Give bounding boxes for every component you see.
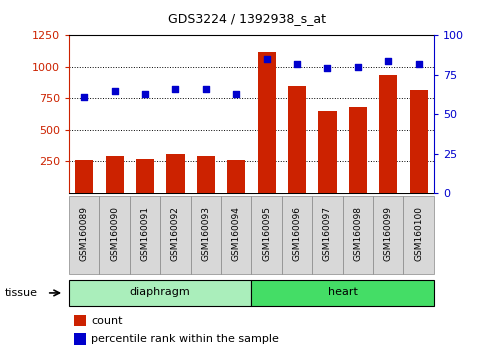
Bar bbox=[349, 107, 367, 193]
Bar bbox=[136, 159, 154, 193]
Bar bbox=[166, 154, 184, 193]
Point bbox=[415, 61, 423, 67]
Bar bbox=[69, 196, 100, 274]
Bar bbox=[251, 280, 434, 307]
Bar bbox=[191, 196, 221, 274]
Bar bbox=[227, 160, 246, 193]
Text: GDS3224 / 1392938_s_at: GDS3224 / 1392938_s_at bbox=[168, 12, 325, 25]
Text: GSM160097: GSM160097 bbox=[323, 206, 332, 261]
Bar bbox=[75, 160, 93, 193]
Text: GSM160092: GSM160092 bbox=[171, 206, 180, 261]
Text: diaphragm: diaphragm bbox=[130, 287, 191, 297]
Point bbox=[354, 64, 362, 70]
Bar bbox=[130, 196, 160, 274]
Text: GSM160093: GSM160093 bbox=[201, 206, 211, 261]
Point bbox=[293, 61, 301, 67]
Bar bbox=[106, 156, 124, 193]
Bar bbox=[160, 196, 191, 274]
Bar bbox=[379, 75, 397, 193]
Bar bbox=[318, 111, 337, 193]
Point bbox=[232, 91, 240, 97]
Text: GSM160091: GSM160091 bbox=[141, 206, 149, 261]
Point bbox=[202, 86, 210, 92]
Bar bbox=[312, 196, 343, 274]
Point bbox=[141, 91, 149, 97]
Text: GSM160094: GSM160094 bbox=[232, 206, 241, 261]
Text: GSM160095: GSM160095 bbox=[262, 206, 271, 261]
Bar bbox=[197, 156, 215, 193]
Bar bbox=[373, 196, 403, 274]
Bar bbox=[69, 280, 251, 307]
Bar bbox=[221, 196, 251, 274]
Point bbox=[172, 86, 179, 92]
Text: GSM160089: GSM160089 bbox=[80, 206, 89, 261]
Text: GSM160098: GSM160098 bbox=[353, 206, 362, 261]
Text: GSM160096: GSM160096 bbox=[292, 206, 302, 261]
Text: GSM160090: GSM160090 bbox=[110, 206, 119, 261]
Point bbox=[384, 58, 392, 63]
Bar bbox=[74, 315, 86, 326]
Text: tissue: tissue bbox=[5, 288, 38, 298]
Bar bbox=[403, 196, 434, 274]
Point bbox=[263, 56, 271, 62]
Bar bbox=[100, 196, 130, 274]
Bar bbox=[410, 90, 428, 193]
Bar bbox=[282, 196, 312, 274]
Bar bbox=[257, 52, 276, 193]
Text: GSM160099: GSM160099 bbox=[384, 206, 393, 261]
Text: count: count bbox=[91, 316, 123, 326]
Point bbox=[323, 65, 331, 71]
Text: percentile rank within the sample: percentile rank within the sample bbox=[91, 334, 279, 344]
Text: heart: heart bbox=[328, 287, 357, 297]
Bar bbox=[343, 196, 373, 274]
Point bbox=[80, 94, 88, 100]
Bar bbox=[251, 196, 282, 274]
Bar bbox=[288, 86, 306, 193]
Text: GSM160100: GSM160100 bbox=[414, 206, 423, 261]
Point bbox=[110, 88, 119, 93]
Bar bbox=[74, 333, 86, 345]
